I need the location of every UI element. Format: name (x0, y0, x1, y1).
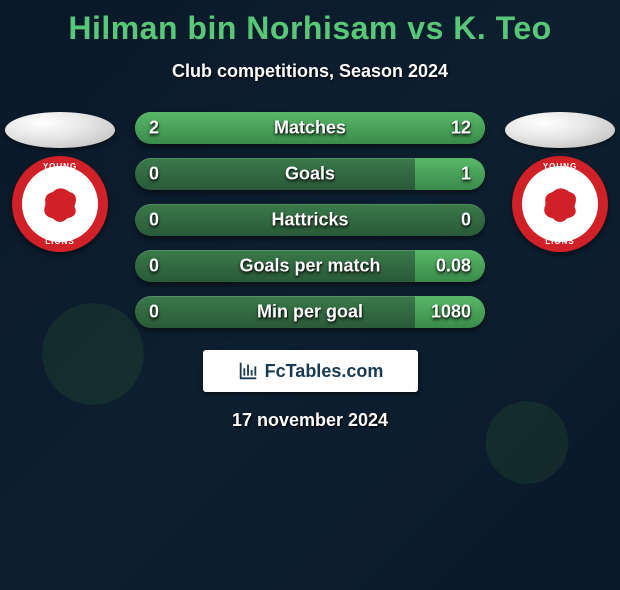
stat-label: Goals per match (239, 256, 380, 277)
stat-label: Min per goal (257, 302, 363, 323)
comparison-date: 17 november 2024 (0, 410, 620, 431)
badge-left-text-bot: LIONS (12, 237, 108, 246)
stat-value-right: 0 (461, 210, 471, 231)
stat-value-right: 0.08 (436, 256, 471, 277)
badge-right-inner (522, 166, 598, 242)
stat-bar: 0 Min per goal 1080 (135, 296, 485, 328)
badge-right-text-bot: LIONS (512, 237, 608, 246)
player-left-badge: YOUNG LIONS (12, 156, 108, 252)
badge-left-text-top: YOUNG (12, 162, 108, 171)
stat-bars: 2 Matches 12 0 Goals 1 0 Hattricks 0 0 Goals per m… (135, 112, 485, 328)
stat-value-left: 0 (149, 164, 159, 185)
player-left-column: YOUNG LIONS (0, 112, 120, 252)
stat-bar: 0 Goals 1 (135, 158, 485, 190)
stat-value-left: 2 (149, 118, 159, 139)
stat-value-left: 0 (149, 256, 159, 277)
badge-right-text-top: YOUNG (512, 162, 608, 171)
bar-fill-left (135, 112, 184, 144)
stat-bar: 0 Hattricks 0 (135, 204, 485, 236)
stat-bar: 2 Matches 12 (135, 112, 485, 144)
player-right-badge: YOUNG LIONS (512, 156, 608, 252)
player-left-avatar (5, 112, 115, 148)
stat-label: Hattricks (271, 210, 348, 231)
comparison-subtitle: Club competitions, Season 2024 (0, 61, 620, 82)
stat-value-right: 1080 (431, 302, 471, 323)
stat-value-right: 12 (451, 118, 471, 139)
comparison-main: YOUNG LIONS YOUNG LIONS 2 Matches 12 0 Goals… (0, 112, 620, 328)
lion-icon (536, 180, 584, 228)
bar-fill-right (415, 158, 485, 190)
stat-label: Matches (274, 118, 346, 139)
player-right-column: YOUNG LIONS (500, 112, 620, 252)
stat-bar: 0 Goals per match 0.08 (135, 250, 485, 282)
stat-value-right: 1 (461, 164, 471, 185)
player-right-avatar (505, 112, 615, 148)
brand-badge: FcTables.com (203, 350, 418, 392)
comparison-title: Hilman bin Norhisam vs K. Teo (0, 10, 620, 47)
badge-left-inner (22, 166, 98, 242)
lion-icon (36, 180, 84, 228)
brand-text: FcTables.com (265, 361, 384, 382)
stat-value-left: 0 (149, 210, 159, 231)
stat-label: Goals (285, 164, 335, 185)
chart-icon (237, 360, 259, 382)
stat-value-left: 0 (149, 302, 159, 323)
